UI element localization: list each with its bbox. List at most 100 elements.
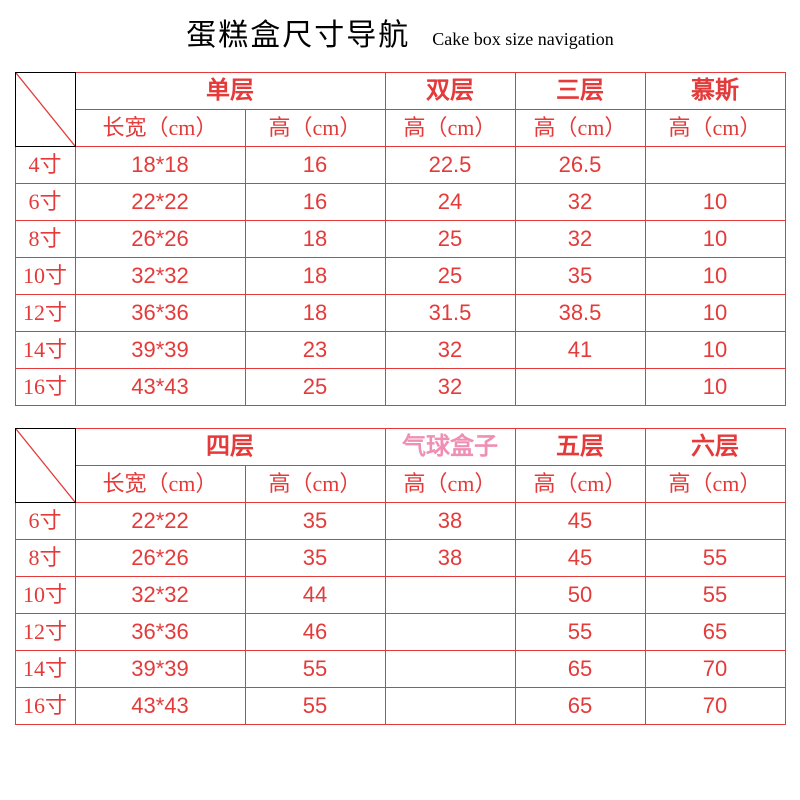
sub-header: 高（cm） (515, 110, 645, 147)
h-cell: 65 (515, 688, 645, 725)
h-cell: 41 (515, 332, 645, 369)
h-cell: 35 (245, 540, 385, 577)
h-cell (515, 369, 645, 406)
h-cell: 65 (515, 651, 645, 688)
table-row: 16寸43*43253210 (15, 369, 785, 406)
group-header: 四层 (75, 429, 385, 466)
h-cell: 46 (245, 614, 385, 651)
table-row: 4寸18*181622.526.5 (15, 147, 785, 184)
group-header: 五层 (515, 429, 645, 466)
group-header: 单层 (75, 73, 385, 110)
lw-cell: 26*26 (75, 540, 245, 577)
h-cell: 32 (515, 221, 645, 258)
lw-cell: 22*22 (75, 184, 245, 221)
h-cell: 25 (385, 221, 515, 258)
sub-header: 高（cm） (385, 110, 515, 147)
h-cell (385, 614, 515, 651)
sub-header: 高（cm） (385, 466, 515, 503)
table-row: 14寸39*3923324110 (15, 332, 785, 369)
h-cell: 38 (385, 540, 515, 577)
lw-cell: 39*39 (75, 651, 245, 688)
sub-header: 长宽（cm） (75, 110, 245, 147)
table-row: 12寸36*36465565 (15, 614, 785, 651)
group-header: 气球盒子 (385, 429, 515, 466)
h-cell: 18 (245, 258, 385, 295)
lw-cell: 32*32 (75, 258, 245, 295)
h-cell: 16 (245, 147, 385, 184)
size-cell: 14寸 (15, 651, 75, 688)
size-cell: 16寸 (15, 688, 75, 725)
h-cell: 10 (645, 369, 785, 406)
h-cell: 26.5 (515, 147, 645, 184)
h-cell (385, 577, 515, 614)
h-cell (385, 651, 515, 688)
size-cell: 12寸 (15, 614, 75, 651)
h-cell: 70 (645, 651, 785, 688)
h-cell: 10 (645, 221, 785, 258)
sub-header: 高（cm） (245, 466, 385, 503)
sub-header: 高（cm） (245, 110, 385, 147)
sub-header: 高（cm） (645, 466, 785, 503)
h-cell: 23 (245, 332, 385, 369)
lw-cell: 18*18 (75, 147, 245, 184)
size-cell: 16寸 (15, 369, 75, 406)
size-cell: 12寸 (15, 295, 75, 332)
h-cell: 55 (245, 651, 385, 688)
page-root: 蛋糕盒尺寸导航 Cake box size navigation 单层双层三层慕… (0, 0, 800, 800)
h-cell: 45 (515, 503, 645, 540)
h-cell: 55 (645, 540, 785, 577)
h-cell: 55 (515, 614, 645, 651)
table-row: 16寸43*43556570 (15, 688, 785, 725)
h-cell: 16 (245, 184, 385, 221)
h-cell: 35 (515, 258, 645, 295)
size-cell: 6寸 (15, 503, 75, 540)
h-cell: 10 (645, 332, 785, 369)
h-cell: 45 (515, 540, 645, 577)
h-cell: 25 (385, 258, 515, 295)
lw-cell: 43*43 (75, 688, 245, 725)
h-cell: 31.5 (385, 295, 515, 332)
h-cell: 38 (385, 503, 515, 540)
table-row: 6寸22*2216243210 (15, 184, 785, 221)
size-cell: 10寸 (15, 258, 75, 295)
table-row: 14寸39*3955 6570 (15, 651, 785, 688)
table-row: 8寸26*2635384555 (15, 540, 785, 577)
diagonal-corner-cell (15, 73, 75, 147)
h-cell: 50 (515, 577, 645, 614)
lw-cell: 39*39 (75, 332, 245, 369)
size-cell: 6寸 (15, 184, 75, 221)
lw-cell: 32*32 (75, 577, 245, 614)
size-table-top: 单层双层三层慕斯长宽（cm）高（cm）高（cm）高（cm）高（cm）4寸18*1… (15, 72, 786, 406)
size-cell: 10寸 (15, 577, 75, 614)
h-cell: 44 (245, 577, 385, 614)
size-cell: 14寸 (15, 332, 75, 369)
group-header: 三层 (515, 73, 645, 110)
table-row: 6寸22*22353845 (15, 503, 785, 540)
page-title-cn: 蛋糕盒尺寸导航 (186, 10, 410, 54)
h-cell: 24 (385, 184, 515, 221)
h-cell (645, 503, 785, 540)
lw-cell: 36*36 (75, 614, 245, 651)
table-row: 10寸32*3218253510 (15, 258, 785, 295)
h-cell: 32 (385, 369, 515, 406)
lw-cell: 26*26 (75, 221, 245, 258)
h-cell (645, 147, 785, 184)
table-row: 8寸26*2618253210 (15, 221, 785, 258)
group-header: 六层 (645, 429, 785, 466)
h-cell: 32 (385, 332, 515, 369)
sub-header: 高（cm） (645, 110, 785, 147)
sub-header: 长宽（cm） (75, 466, 245, 503)
h-cell: 18 (245, 295, 385, 332)
h-cell: 38.5 (515, 295, 645, 332)
h-cell: 25 (245, 369, 385, 406)
h-cell: 10 (645, 258, 785, 295)
h-cell: 10 (645, 295, 785, 332)
h-cell: 35 (245, 503, 385, 540)
h-cell: 18 (245, 221, 385, 258)
table-row: 12寸36*361831.538.510 (15, 295, 785, 332)
h-cell: 55 (245, 688, 385, 725)
size-cell: 8寸 (15, 540, 75, 577)
h-cell: 10 (645, 184, 785, 221)
tables-container: 单层双层三层慕斯长宽（cm）高（cm）高（cm）高（cm）高（cm）4寸18*1… (0, 72, 800, 725)
h-cell (385, 688, 515, 725)
